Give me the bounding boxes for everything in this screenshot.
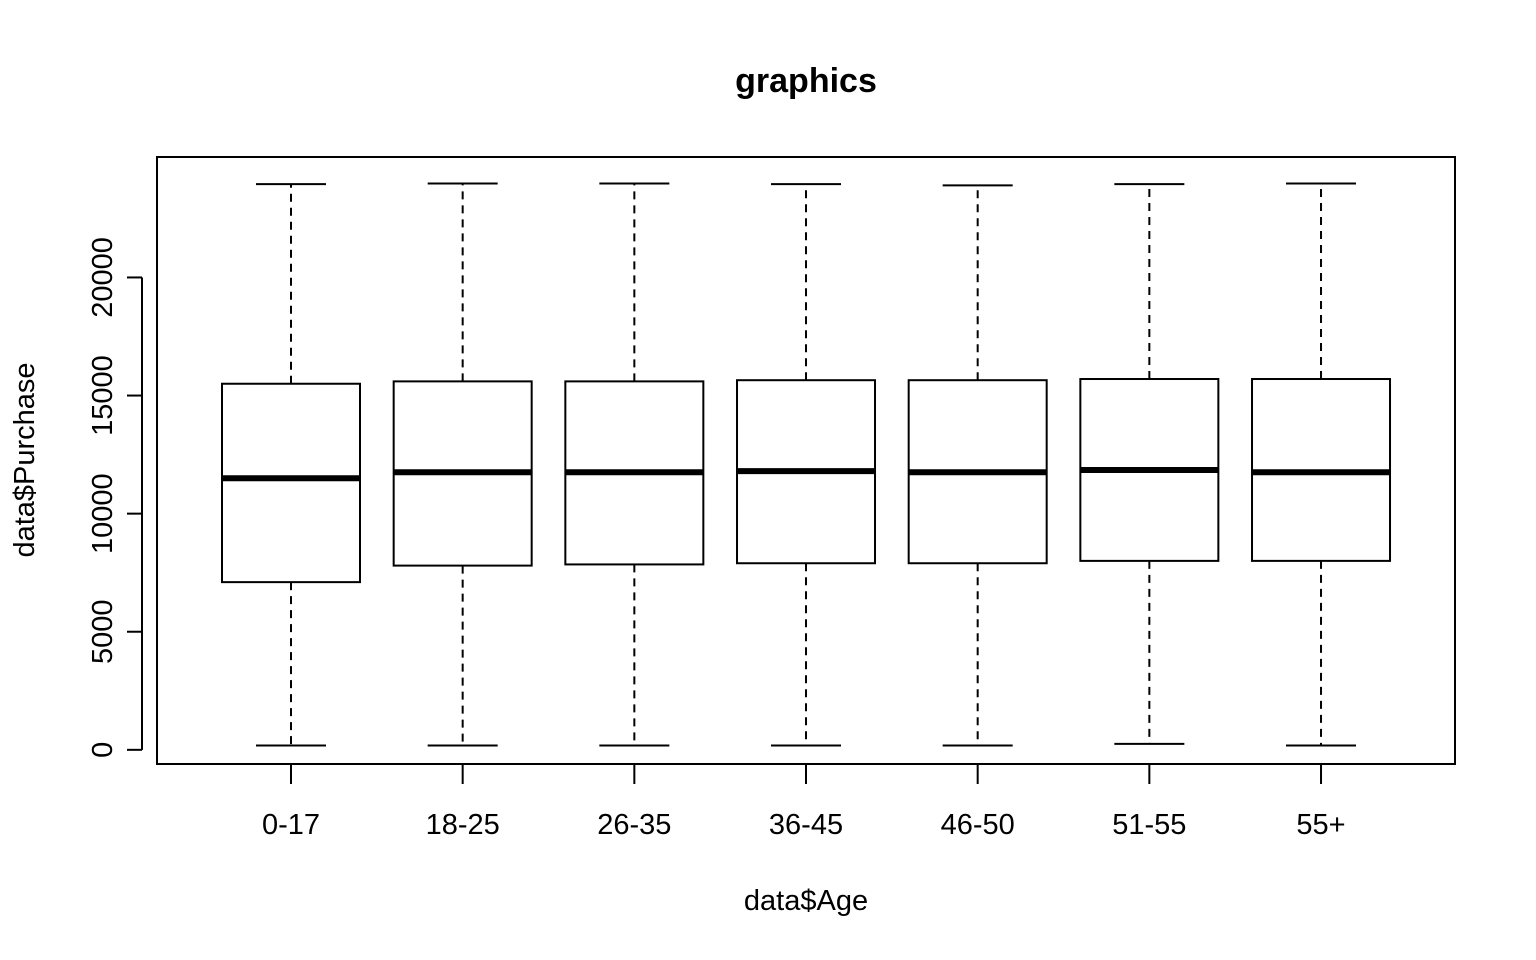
x-tick-label: 51-55 <box>1112 809 1186 841</box>
box-55+ <box>1251 182 1392 747</box>
box-18-25 <box>392 182 533 747</box>
y-tick-label: 5000 <box>87 599 119 664</box>
y-tick-label: 15000 <box>87 355 119 436</box>
x-tick-label: 36-45 <box>769 809 843 841</box>
x-tick-label: 26-35 <box>597 809 671 841</box>
y-tick-label: 20000 <box>87 237 119 318</box>
box-36-45 <box>736 183 877 747</box>
x-axis: 0-17 18-25 26-35 36-45 46-50 51-55 55+ <box>262 763 1346 841</box>
y-axis: 0 5000 10000 15000 20000 <box>87 237 143 758</box>
y-tick-label: 10000 <box>87 473 119 554</box>
x-tick-label: 18-25 <box>426 809 500 841</box>
x-tick-label: 55+ <box>1296 809 1345 841</box>
box-46-50 <box>907 184 1048 747</box>
boxes <box>221 182 1392 747</box>
box-iqr <box>221 382 361 584</box>
x-tick-label: 46-50 <box>941 809 1015 841</box>
box-0-17 <box>221 183 361 747</box>
y-axis-label: data$Purchase <box>9 362 41 557</box>
x-tick-label: 0-17 <box>262 809 320 841</box>
x-axis-label: data$Age <box>744 885 868 917</box>
y-tick-label: 0 <box>87 742 119 758</box>
chart-title: graphics <box>735 62 877 100</box>
box-26-35 <box>564 182 705 747</box>
box-51-55 <box>1079 183 1220 745</box>
